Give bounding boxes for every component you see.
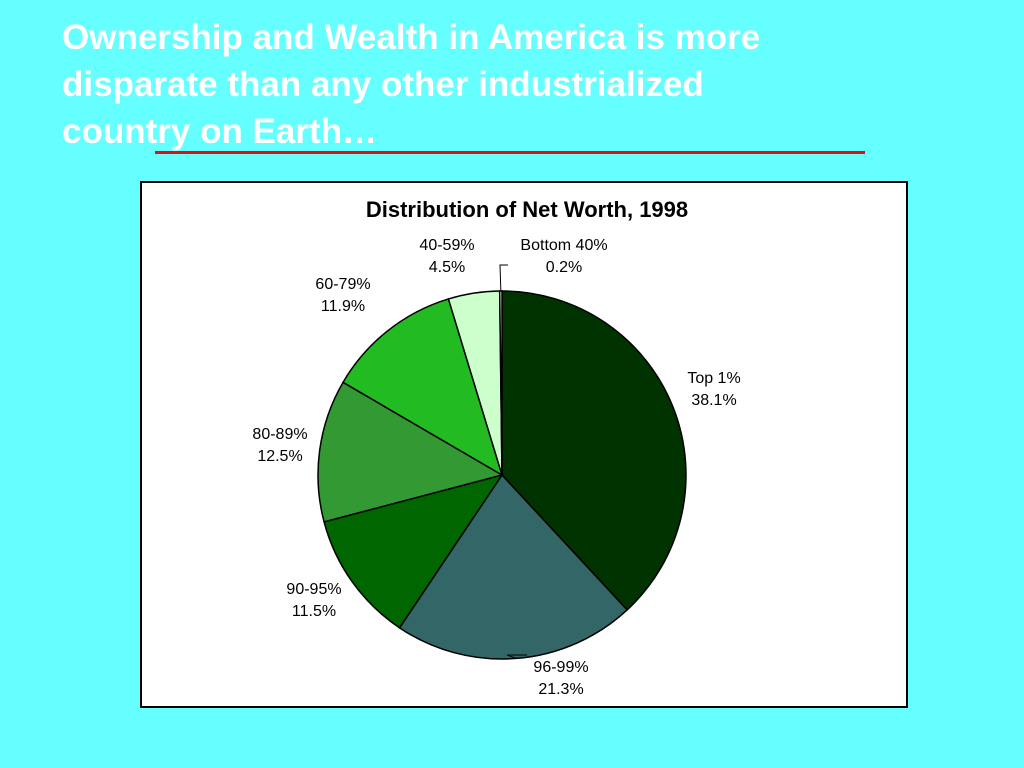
slide-title: Ownership and Wealth in America is more … (62, 14, 922, 155)
chart-panel: Distribution of Net Worth, 1998 Top 1% 38… (140, 181, 908, 708)
pie-slice-top-1 (501, 290, 687, 611)
slice-label-bottom-40: Bottom 40% (520, 237, 607, 254)
slice-value-60-79: 11.9% (321, 298, 365, 315)
slice-label-80-89: 80-89% (252, 426, 307, 443)
pie-labels: Top 1% 38.1% 96-99% 21.3% 90-95% 11.5% 80-89% 1… (252, 237, 740, 698)
title-line-2: disparate than any other industrialized (62, 65, 704, 104)
pie-slice-90-95 (323, 473, 504, 629)
title-underline (155, 151, 865, 154)
slice-value-40-59: 4.5% (429, 259, 465, 276)
slice-value-90-95: 11.5% (292, 603, 336, 620)
pie-leader-lines (499, 264, 527, 659)
pie-slice-80-89 (317, 381, 504, 523)
leader-line-96-99 (506, 654, 527, 659)
slice-value-96-99: 21.3% (538, 681, 583, 698)
chart-title: Distribution of Net Worth, 1998 (366, 197, 688, 222)
slice-value-top-1: 38.1% (691, 392, 736, 409)
pie-slices (317, 290, 687, 660)
slice-label-40-59: 40-59% (419, 237, 474, 254)
title-line-3: country on Earth… (62, 112, 378, 151)
pie-slice-bottom-40 (498, 290, 503, 476)
slice-value-80-89: 12.5% (257, 448, 302, 465)
slice-label-top-1: Top 1% (687, 370, 740, 387)
pie-chart: Distribution of Net Worth, 1998 Top 1% 38… (252, 197, 740, 698)
title-line-1: Ownership and Wealth in America is more (62, 18, 761, 57)
leader-line-bottom-40 (499, 264, 508, 292)
slice-label-90-95: 90-95% (286, 581, 341, 598)
slice-value-bottom-40: 0.2% (546, 259, 582, 276)
slice-label-60-79: 60-79% (315, 276, 370, 293)
pie-slice-60-79 (342, 298, 504, 477)
slice-label-96-99: 96-99% (533, 659, 588, 676)
